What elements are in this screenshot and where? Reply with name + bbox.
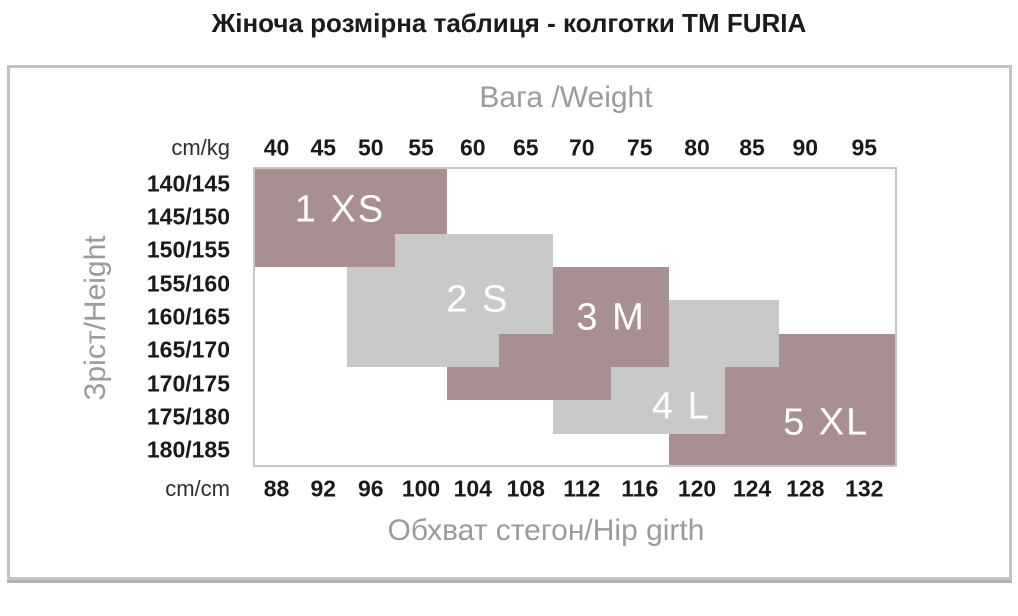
weight-label: 40 — [263, 134, 290, 161]
height-label: 175/180 — [146, 403, 230, 430]
height-label: 180/185 — [146, 436, 230, 463]
size-block — [346, 267, 553, 334]
hip-label: 108 — [506, 475, 545, 502]
hip-label: 96 — [357, 475, 384, 502]
size-label: 3 M — [576, 296, 646, 339]
size-block — [447, 367, 611, 401]
weight-axis-title: Вага /Weight — [479, 81, 653, 114]
size-label: 5 XL — [783, 401, 870, 444]
hip-label: 124 — [732, 475, 772, 502]
height-axis-title: Зріст/Height — [79, 235, 112, 401]
weight-label: 95 — [851, 134, 878, 161]
size-block — [498, 333, 669, 367]
weight-label: 70 — [568, 134, 595, 161]
hip-label: 92 — [310, 475, 337, 502]
size-label: 1 XS — [294, 188, 386, 231]
hip-label: 132 — [845, 475, 884, 502]
size-block — [725, 367, 897, 434]
page-title: Жіноча розмірна таблиця - колготки ТМ FU… — [211, 8, 807, 38]
hip-label: 116 — [621, 475, 659, 502]
height-label: 160/165 — [146, 303, 230, 330]
hip-label: 112 — [563, 475, 601, 502]
size-block — [253, 233, 395, 267]
bottom-unit-label: cm/cm — [165, 476, 230, 501]
size-block — [553, 400, 725, 434]
size-block — [395, 233, 553, 267]
size-block — [669, 300, 779, 367]
weight-label: 60 — [459, 134, 486, 161]
height-label: 155/160 — [146, 270, 230, 297]
weight-label: 85 — [739, 134, 765, 161]
hip-label: 104 — [453, 475, 492, 502]
height-label: 150/155 — [146, 236, 230, 263]
size-block — [779, 333, 897, 367]
weight-label: 45 — [310, 134, 337, 161]
height-label: 145/150 — [146, 203, 230, 230]
weight-label: 55 — [408, 134, 434, 161]
hip-label: 120 — [677, 475, 717, 502]
hip-label: 88 — [263, 475, 290, 502]
hip-axis-title: Обхват стегон/Hip girth — [387, 514, 705, 547]
size-label: 4 L — [651, 385, 711, 428]
size-block — [669, 433, 897, 467]
weight-label: 75 — [626, 134, 653, 161]
weight-label: 65 — [512, 134, 539, 161]
height-label: 140/145 — [146, 170, 230, 197]
size-block — [610, 367, 725, 401]
hip-label: 128 — [786, 475, 825, 502]
weight-label: 50 — [357, 134, 384, 161]
size-label: 2 S — [446, 278, 510, 321]
weight-label: 90 — [792, 134, 819, 161]
size-block — [346, 333, 499, 367]
size-block — [253, 167, 447, 234]
height-label: 165/170 — [146, 336, 230, 363]
top-unit-label: cm/kg — [171, 135, 230, 160]
hip-label: 100 — [401, 475, 441, 502]
size-block — [553, 267, 669, 334]
height-label: 170/175 — [146, 370, 230, 397]
weight-label: 80 — [684, 134, 710, 161]
